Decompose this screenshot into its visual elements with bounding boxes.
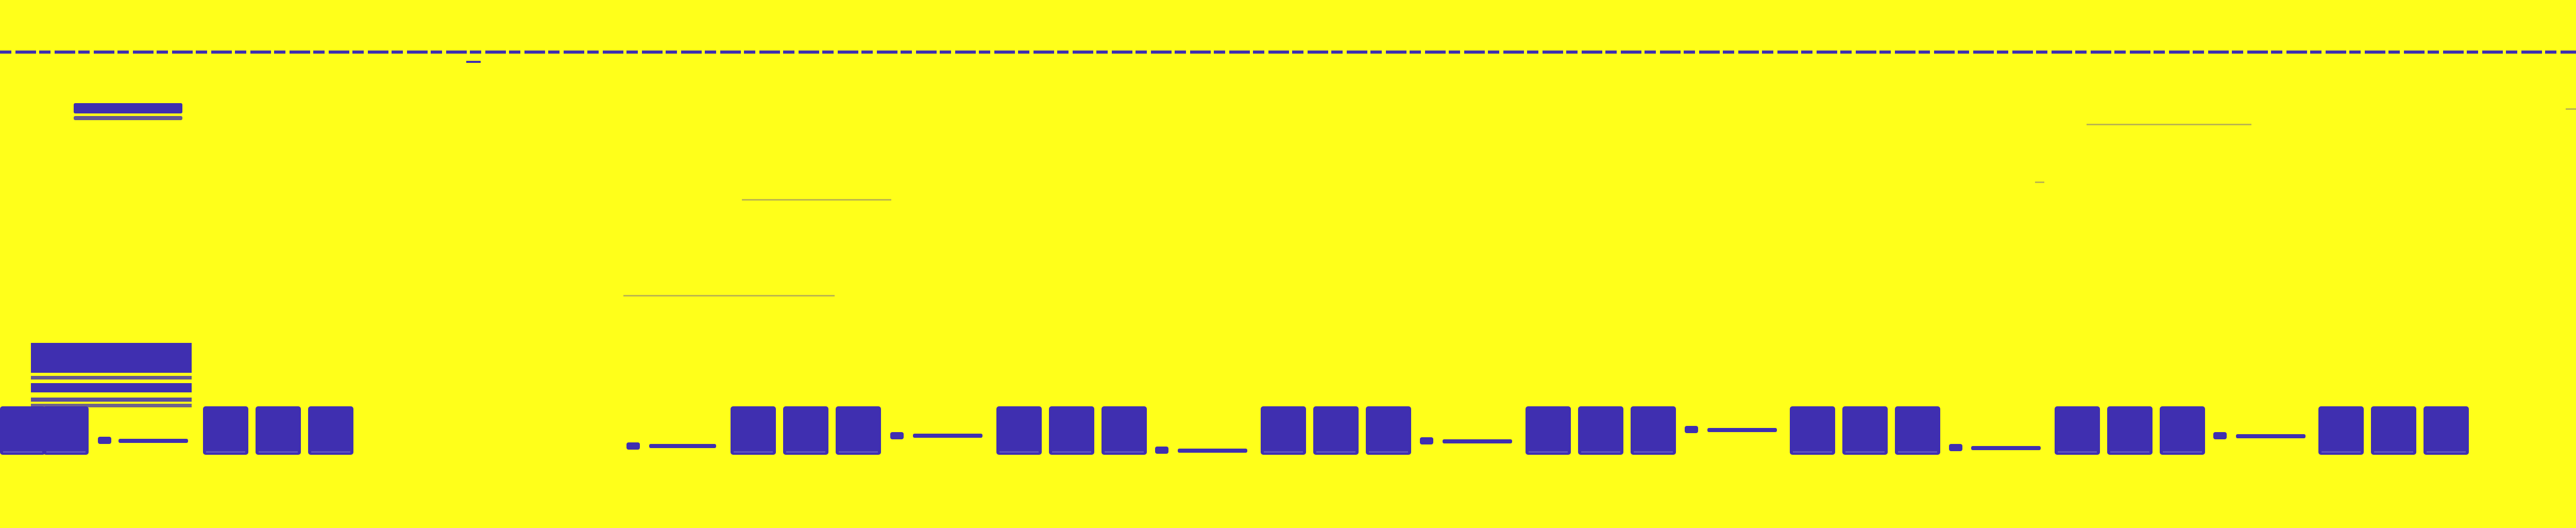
cell-block bbox=[996, 406, 1042, 455]
cell-block bbox=[256, 406, 301, 455]
cell-block bbox=[1526, 406, 1571, 455]
cell-block bbox=[1261, 406, 1306, 455]
cell-block bbox=[2424, 406, 2469, 455]
connector-dash bbox=[1971, 446, 2041, 450]
left-text-block bbox=[31, 343, 192, 407]
connector-dash bbox=[118, 439, 188, 443]
cell-block bbox=[1366, 406, 1411, 455]
cell-block bbox=[836, 406, 881, 455]
cell-block bbox=[1631, 406, 1676, 455]
connector-dot bbox=[1155, 447, 1168, 454]
top-left-label-block bbox=[74, 103, 182, 122]
faint-mark bbox=[742, 199, 891, 201]
connector-dot bbox=[1420, 437, 1433, 444]
label-bar bbox=[74, 103, 182, 113]
cell-block bbox=[2318, 406, 2364, 455]
text-band bbox=[31, 398, 192, 402]
text-band bbox=[31, 383, 192, 392]
cell-block bbox=[783, 406, 828, 455]
faint-mark bbox=[2035, 182, 2044, 183]
top-marker bbox=[466, 61, 481, 63]
connector-dot bbox=[2213, 432, 2227, 439]
cell-block bbox=[1578, 406, 1623, 455]
connector-dot bbox=[890, 432, 904, 439]
cell-block bbox=[1895, 406, 1940, 455]
text-band bbox=[31, 376, 192, 380]
text-band bbox=[31, 404, 192, 407]
faint-mark bbox=[623, 295, 835, 296]
cell-block bbox=[2055, 406, 2100, 455]
cell-block bbox=[1049, 406, 1094, 455]
label-bar bbox=[74, 116, 182, 120]
connector-dash bbox=[649, 444, 716, 448]
cell-block bbox=[43, 406, 89, 455]
connector-dot bbox=[1685, 426, 1698, 433]
connector-dash bbox=[1443, 439, 1512, 443]
cell-block bbox=[1313, 406, 1359, 455]
cell-block bbox=[1101, 406, 1147, 455]
cell-block bbox=[2371, 406, 2416, 455]
text-band bbox=[31, 343, 192, 373]
cell-block bbox=[1790, 406, 1835, 455]
cell-block bbox=[731, 406, 776, 455]
top-divider-rule bbox=[0, 51, 2576, 54]
cell-block bbox=[1842, 406, 1888, 455]
connector-dot bbox=[98, 437, 111, 444]
connector-dot bbox=[1949, 444, 1962, 451]
cell-block bbox=[2107, 406, 2153, 455]
connector-dot bbox=[626, 442, 640, 450]
faint-mark bbox=[2087, 124, 2251, 125]
faint-mark bbox=[2566, 108, 2576, 110]
cell-block bbox=[0, 406, 45, 455]
connector-dash bbox=[2236, 434, 2306, 438]
connector-dash bbox=[913, 434, 982, 438]
connector-dash bbox=[1178, 449, 1247, 453]
connector-dash bbox=[1707, 428, 1777, 432]
cell-block bbox=[2160, 406, 2205, 455]
cell-block bbox=[308, 406, 353, 455]
cell-block bbox=[203, 406, 248, 455]
